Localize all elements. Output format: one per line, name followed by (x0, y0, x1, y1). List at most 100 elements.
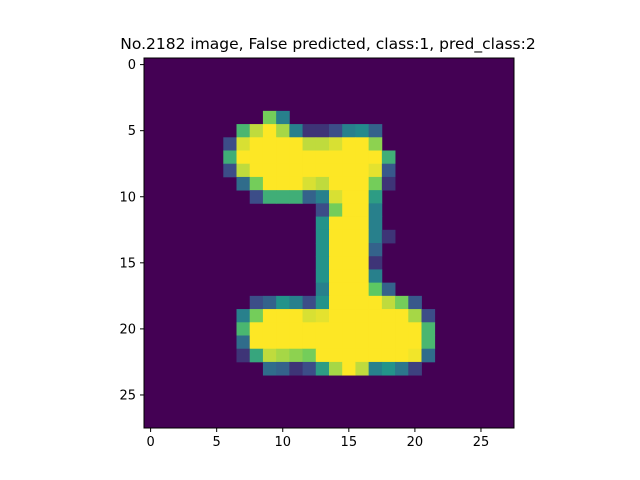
heatmap-cell (329, 335, 343, 350)
heatmap-cell (249, 309, 264, 323)
heatmap-cell (329, 216, 343, 231)
heatmap-cell (276, 163, 290, 178)
heatmap-cell (236, 124, 251, 138)
heatmap-cell (342, 256, 356, 270)
heatmap-cell (276, 335, 290, 350)
heatmap-cell (262, 295, 277, 310)
heatmap-cell (249, 150, 264, 165)
heatmap-cell (289, 176, 303, 191)
heatmap-cell (408, 322, 422, 336)
heatmap-cell (368, 229, 383, 244)
heatmap-cell (342, 229, 356, 244)
heatmap-cell (249, 124, 264, 138)
heatmap-cell (315, 361, 330, 376)
heatmap-cell (289, 322, 303, 336)
heatmap-cell (329, 229, 343, 244)
heatmap-cell (368, 150, 383, 165)
heatmap-cell (315, 150, 330, 165)
heatmap-cell (236, 137, 251, 151)
heatmap-cell (395, 348, 409, 363)
heatmap-cell (302, 124, 317, 138)
x-tick-label: 15 (341, 435, 358, 450)
heatmap-image (144, 58, 514, 428)
heatmap-cell (236, 348, 251, 363)
heatmap-cell (355, 243, 370, 257)
heatmap-cell (342, 322, 356, 336)
heatmap-cell (276, 176, 290, 191)
heatmap-cell (262, 322, 277, 336)
heatmap-cell (368, 361, 383, 376)
x-tick-label: 0 (146, 435, 154, 450)
heatmap-cell (276, 190, 290, 204)
heatmap-cell (421, 335, 436, 350)
heatmap-cell (355, 229, 370, 244)
heatmap-cell (302, 150, 317, 165)
y-tick-label: 10 (119, 190, 136, 205)
heatmap-cell (368, 295, 383, 310)
heatmap-cell (223, 137, 237, 151)
heatmap-cell (276, 348, 290, 363)
heatmap-cell (395, 322, 409, 336)
heatmap-cell (302, 295, 317, 310)
heatmap-cell (342, 282, 356, 297)
heatmap-cell (368, 176, 383, 191)
heatmap-cell (355, 295, 370, 310)
heatmap-cell (315, 190, 330, 204)
y-tick-label: 20 (119, 322, 136, 337)
heatmap-cell (262, 150, 277, 165)
heatmap-cell (315, 216, 330, 231)
chart-title: No.2182 image, False predicted, class:1,… (120, 35, 535, 54)
heatmap-cell (236, 322, 251, 336)
heatmap-cell (315, 176, 330, 191)
heatmap-cell (395, 295, 409, 310)
heatmap-cell (315, 348, 330, 363)
heatmap-cell (315, 295, 330, 310)
heatmap-cell (395, 361, 409, 376)
heatmap-cell (276, 124, 290, 138)
heatmap-cell (262, 190, 277, 204)
heatmap-cell (355, 361, 370, 376)
y-tick-label: 5 (128, 124, 136, 139)
heatmap-cell (315, 203, 330, 217)
heatmap-cell (262, 137, 277, 151)
heatmap-cell (289, 190, 303, 204)
heatmap-cell (342, 176, 356, 191)
heatmap-cell (342, 137, 356, 151)
heatmap-cell (355, 203, 370, 217)
heatmap-cell (368, 256, 383, 270)
heatmap-cell (368, 216, 383, 231)
heatmap-cell (262, 124, 277, 138)
heatmap-cell (421, 309, 436, 323)
heatmap-cell (315, 309, 330, 323)
plot-frame (143, 57, 515, 429)
heatmap-cell (236, 176, 251, 191)
heatmap-cell (289, 348, 303, 363)
heatmap-cell (262, 348, 277, 363)
heatmap-cell (289, 150, 303, 165)
heatmap-cell (262, 163, 277, 178)
heatmap-cell (408, 335, 422, 350)
heatmap-cell (276, 309, 290, 323)
heatmap-cell (342, 295, 356, 310)
heatmap-cell (395, 309, 409, 323)
heatmap-cell (223, 163, 237, 178)
x-axis: 0 5 10 15 20 25 (146, 428, 489, 450)
heatmap-cell (302, 190, 317, 204)
heatmap-cell (302, 137, 317, 151)
heatmap-cell (329, 322, 343, 336)
heatmap-cell (302, 348, 317, 363)
heatmap-cell (329, 190, 343, 204)
heatmap-cell (368, 322, 383, 336)
heatmap-cell (381, 295, 396, 310)
heatmap-cell (315, 229, 330, 244)
heatmap-cell (368, 282, 383, 297)
heatmap-cell (355, 150, 370, 165)
heatmap-cell (408, 295, 422, 310)
heatmap-cell (289, 309, 303, 323)
heatmap-cell (249, 190, 264, 204)
heatmap-cell (368, 203, 383, 217)
heatmap-cell (368, 335, 383, 350)
heatmap-cell (262, 335, 277, 350)
heatmap-cell (315, 137, 330, 151)
